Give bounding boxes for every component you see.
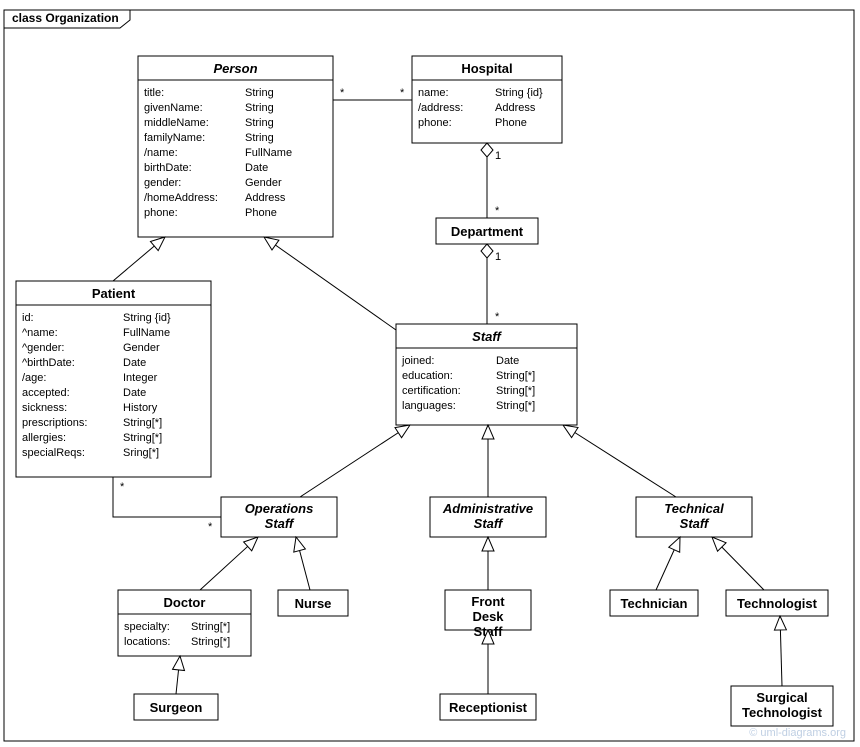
class-hospital: Hospital name: String {id} /address: Address… [412,56,562,143]
class-department: Department [436,218,538,244]
class-person: Person title: String givenName: String middle… [138,56,333,237]
attr-type: String [245,117,274,129]
class-surg_technologist: SurgicalTechnologist [731,686,833,726]
attr-name: title: [144,87,164,99]
mult: 1 [495,251,501,263]
attr-name: joined: [401,355,434,367]
attr-type: Date [123,357,146,369]
class-title: Receptionist [449,700,528,715]
class-admin_staff: AdministrativeStaff [430,497,546,537]
attr-name: /homeAddress: [144,192,218,204]
attr-name: languages: [402,400,456,412]
attr-type: FullName [123,327,170,339]
attr-name: /name: [144,147,178,159]
attr-name: gender: [144,177,181,189]
attr-name: /address: [418,102,463,114]
attr-type: Address [245,192,286,204]
class-title: Department [451,224,524,239]
attr-type: Sring[*] [123,447,159,459]
attr-name: ^name: [22,327,58,339]
attr-name: specialty: [124,621,170,633]
class-title: Patient [92,286,136,301]
attr-type: String[*] [496,385,535,397]
attr-name: accepted: [22,387,70,399]
attr-name: phone: [418,117,452,129]
mult: * [208,521,213,533]
mult: * [495,205,500,217]
class-title: Staff [472,329,502,344]
attr-name: certification: [402,385,461,397]
attr-name: birthDate: [144,162,192,174]
attr-name: /age: [22,372,46,384]
class-title: Surgeon [150,700,203,715]
class-title: Nurse [295,596,332,611]
attr-type: String[*] [496,370,535,382]
attr-type: String {id} [123,312,171,324]
attr-type: Address [495,102,536,114]
attr-name: sickness: [22,402,67,414]
class-title: Technician [621,596,688,611]
mult: 1 [495,150,501,162]
mult: * [120,481,125,493]
attr-type: Phone [245,207,277,219]
attr-type: String[*] [191,621,230,633]
frame-label: class Organization [12,11,119,25]
attr-name: id: [22,312,34,324]
attr-name: middleName: [144,117,209,129]
class-staff: Staff joined: Date education: String[*] certi… [396,324,577,425]
attr-type: String[*] [123,432,162,444]
attr-type: String {id} [495,87,543,99]
attr-type: History [123,402,158,414]
class-patient: Patient id: String {id} ^name: FullName ^gend… [16,281,211,477]
attr-name: locations: [124,636,170,648]
attr-name: prescriptions: [22,417,87,429]
class-ops_staff: OperationsStaff [221,497,337,537]
class-doctor: Doctor specialty: String[*] locations: Strin… [118,590,251,656]
attr-type: String[*] [123,417,162,429]
class-title: Hospital [461,61,512,76]
attr-type: Gender [245,177,282,189]
attr-type: String[*] [496,400,535,412]
attr-type: String [245,132,274,144]
mult: * [400,87,405,99]
watermark: © uml-diagrams.org [749,727,846,739]
uml-diagram: class Organization Person title: String giv… [0,0,860,747]
attr-name: education: [402,370,453,382]
attr-type: Date [245,162,268,174]
attr-name: givenName: [144,102,203,114]
attr-type: Phone [495,117,527,129]
attr-name: ^gender: [22,342,64,354]
mult: * [495,311,500,323]
attr-name: allergies: [22,432,66,444]
attr-name: ^birthDate: [22,357,75,369]
class-technician: Technician [610,590,698,616]
class-surgeon: Surgeon [134,694,218,720]
attr-type: Gender [123,342,160,354]
mult: * [340,87,345,99]
class-title: Technologist [737,596,818,611]
attr-type: String [245,87,274,99]
attr-type: Date [496,355,519,367]
attr-name: specialReqs: [22,447,85,459]
class-title: Doctor [164,595,206,610]
attr-type: String [245,102,274,114]
attr-name: phone: [144,207,178,219]
attr-type: FullName [245,147,292,159]
attr-name: familyName: [144,132,205,144]
attr-name: name: [418,87,449,99]
class-nurse: Nurse [278,590,348,616]
class-technologist: Technologist [726,590,828,616]
class-title: Person [213,61,257,76]
attr-type: Integer [123,372,158,384]
class-tech_staff: TechnicalStaff [636,497,752,537]
class-receptionist: Receptionist [440,694,536,720]
attr-type: Date [123,387,146,399]
attr-type: String[*] [191,636,230,648]
